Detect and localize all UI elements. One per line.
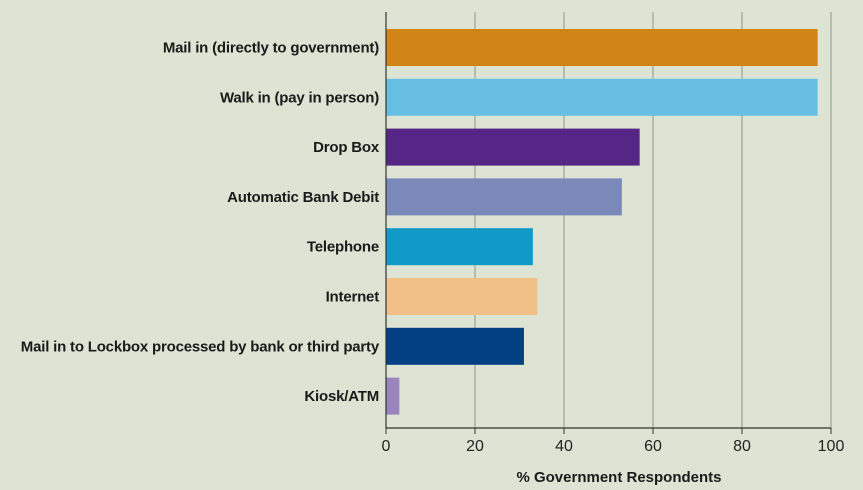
- x-tick-label-80: 80: [733, 438, 751, 455]
- category-label-2: Drop Box: [313, 139, 380, 156]
- bar-7: [386, 377, 400, 415]
- category-label-3: Automatic Bank Debit: [227, 189, 379, 206]
- bar-6: [386, 327, 524, 365]
- bar-5: [386, 278, 538, 315]
- grid-lines: [474, 12, 832, 428]
- category-labels: Mail in (directly to government) Walk in …: [21, 40, 380, 406]
- category-label-1: Walk in (pay in person): [220, 89, 379, 106]
- category-label-6: Mail in to Lockbox processed by bank or …: [21, 338, 380, 355]
- category-label-0: Mail in (directly to government): [163, 40, 379, 57]
- x-tick-label-100: 100: [818, 438, 845, 455]
- category-label-4: Telephone: [307, 239, 379, 256]
- x-axis-title: % Government Respondents: [516, 469, 721, 485]
- bar-4: [386, 228, 533, 266]
- category-label-7: Kiosk/ATM: [304, 388, 379, 405]
- bar-1: [386, 78, 818, 116]
- category-label-5: Internet: [326, 289, 380, 306]
- x-tick-label-0: 0: [382, 438, 391, 455]
- bar-2: [386, 128, 640, 166]
- x-tick-label-40: 40: [555, 438, 573, 455]
- bar-3: [386, 178, 622, 216]
- bars: [386, 29, 818, 415]
- x-tick-label-60: 60: [644, 438, 662, 455]
- bar-0: [386, 29, 818, 66]
- x-tick-label-20: 20: [466, 438, 484, 455]
- axes: 0 20 40 60 80 100: [382, 12, 845, 455]
